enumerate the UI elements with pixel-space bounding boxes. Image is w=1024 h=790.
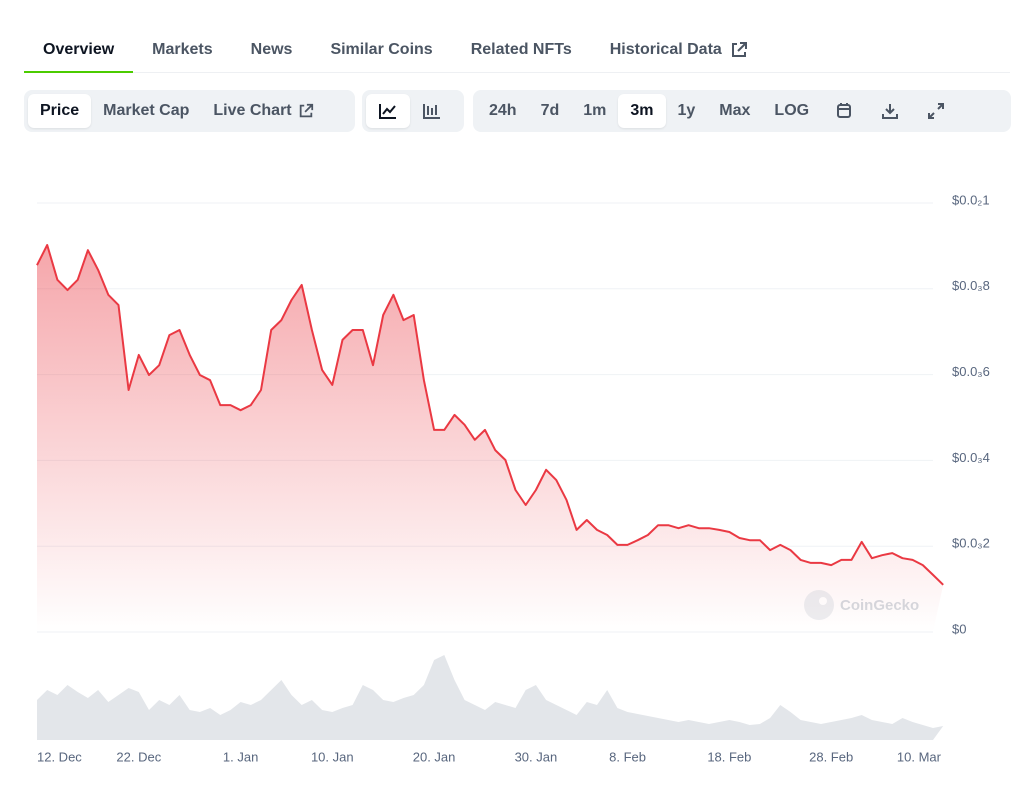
tab[interactable]: News: [250, 41, 293, 58]
calendar-icon: [837, 103, 852, 118]
download-button[interactable]: [867, 94, 913, 128]
tab[interactable]: Overview: [24, 33, 134, 73]
fullscreen-button[interactable]: [913, 94, 959, 128]
x-tick-label: 12. Dec: [37, 749, 82, 764]
x-tick-label: 10. Jan: [311, 749, 354, 764]
x-tick-label: 30. Jan: [515, 749, 558, 764]
price-line: [36, 244, 944, 586]
candle-type-button[interactable]: [410, 94, 454, 128]
range-button[interactable]: 1m: [583, 102, 607, 119]
range-group: 24h 7d 1m 3m 1y Max LOG: [473, 90, 1011, 132]
tab[interactable]: Markets: [152, 41, 213, 58]
x-tick-label: 10. Mar: [897, 749, 942, 764]
fullscreen-icon: [928, 103, 945, 119]
watermark-text: CoinGecko: [840, 597, 919, 614]
x-tick-label: 8. Feb: [609, 749, 646, 764]
mode-button[interactable]: Live Chart: [201, 94, 325, 128]
x-tick-label: 1. Jan: [223, 749, 258, 764]
tab[interactable]: Similar Coins: [330, 41, 433, 58]
y-tick-label: $0.0₃2: [952, 536, 990, 551]
external-icon: [299, 103, 313, 118]
range-button[interactable]: 1y: [677, 102, 696, 119]
candle-icon: [423, 104, 440, 119]
mode-button[interactable]: Price: [28, 94, 92, 128]
range-button[interactable]: 24h: [489, 102, 517, 119]
y-tick-label: $0.0₃8: [952, 278, 990, 293]
y-tick-label: $0.0₃4: [952, 450, 990, 465]
mode-group: Price Market Cap Live Chart: [24, 90, 355, 132]
volume-area: [37, 655, 944, 740]
type-group: [362, 90, 464, 132]
tab[interactable]: Historical Data: [591, 33, 767, 67]
tab[interactable]: Related NFTs: [470, 41, 572, 58]
calendar-button[interactable]: [821, 94, 867, 128]
y-tick-label: $0: [952, 621, 966, 636]
range-button[interactable]: 7d: [540, 102, 560, 119]
price-area: [37, 245, 944, 632]
watermark: CoinGecko: [804, 590, 919, 620]
download-icon: [882, 104, 899, 119]
chart: $0 $0.0₃2 $0.0₃4 $0.0₃6 $0.0₃8 $0.0₂1 12. Dec…: [36, 192, 990, 764]
volume-layer: 12. Dec 22. Dec 1. Jan 10. Jan 20. Jan 30. Ja…: [37, 655, 944, 764]
x-tick-label: 20. Jan: [413, 749, 456, 764]
y-tick-label: $0.0₃6: [952, 364, 990, 379]
mode-button[interactable]: Market Cap: [103, 102, 190, 119]
line-type-button[interactable]: [366, 94, 410, 128]
plot-layer: [36, 244, 944, 632]
range-button[interactable]: Max: [719, 102, 751, 119]
x-tick-label: 28. Feb: [809, 749, 853, 764]
line-icon: [379, 104, 396, 119]
range-button[interactable]: 3m: [618, 94, 666, 128]
tab-label: Historical Data: [609, 41, 722, 58]
range-button[interactable]: LOG: [774, 102, 810, 119]
tab-bar: Overview Markets News Similar Coins Rela…: [24, 30, 1010, 73]
x-tick-label: 22. Dec: [116, 749, 161, 764]
y-tick-label: $0.0₂1: [952, 192, 990, 207]
mode-label: Live Chart: [213, 102, 292, 119]
x-tick-label: 18. Feb: [707, 749, 751, 764]
external-icon: [731, 42, 747, 57]
